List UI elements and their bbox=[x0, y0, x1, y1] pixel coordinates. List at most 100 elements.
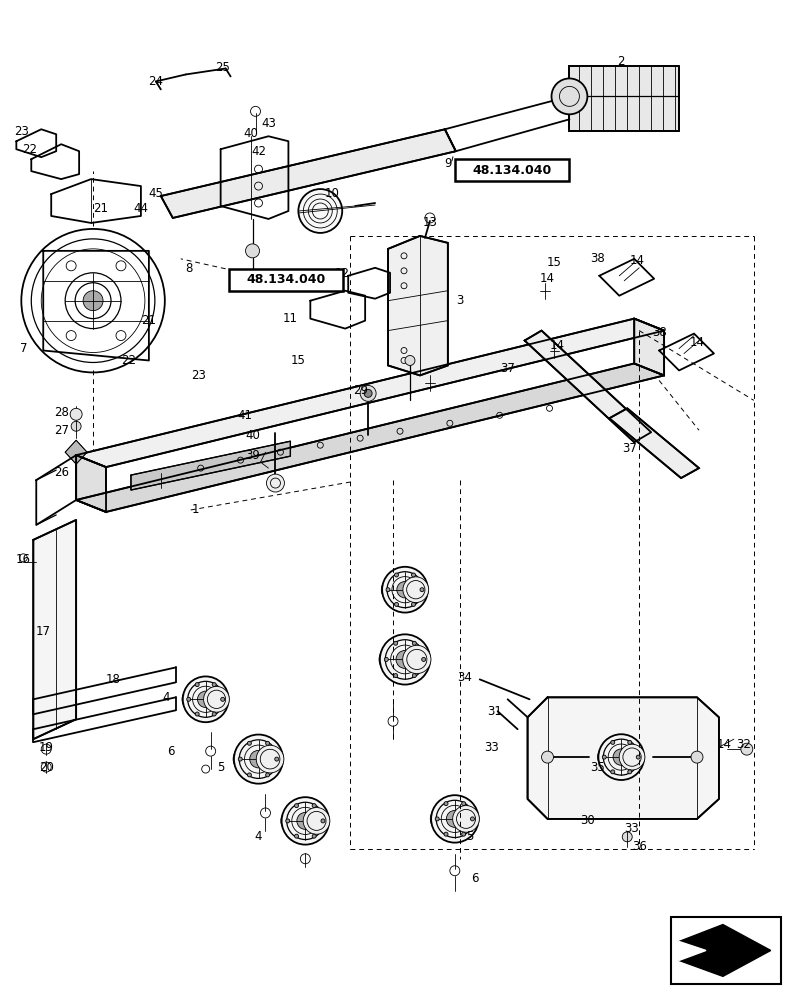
Text: 33: 33 bbox=[623, 822, 637, 835]
Text: 15: 15 bbox=[290, 354, 306, 367]
Circle shape bbox=[627, 740, 631, 744]
Text: 37: 37 bbox=[621, 442, 636, 455]
Bar bbox=[670, 917, 779, 984]
Polygon shape bbox=[569, 66, 678, 131]
Circle shape bbox=[234, 735, 283, 784]
Text: 6: 6 bbox=[167, 745, 174, 758]
Circle shape bbox=[265, 741, 269, 745]
Text: 38: 38 bbox=[651, 326, 666, 339]
Circle shape bbox=[187, 697, 191, 701]
Text: 18: 18 bbox=[105, 673, 120, 686]
Text: 45: 45 bbox=[148, 187, 163, 200]
Circle shape bbox=[311, 834, 315, 838]
Text: 22: 22 bbox=[22, 143, 36, 156]
Bar bbox=[229, 269, 343, 291]
Text: 34: 34 bbox=[457, 671, 472, 684]
Circle shape bbox=[431, 795, 478, 843]
Polygon shape bbox=[608, 408, 698, 478]
Text: 38: 38 bbox=[590, 252, 604, 265]
Circle shape bbox=[247, 741, 251, 745]
Circle shape bbox=[470, 817, 474, 821]
Circle shape bbox=[256, 745, 284, 773]
Text: 8: 8 bbox=[185, 262, 192, 275]
Circle shape bbox=[238, 757, 242, 761]
Text: 25: 25 bbox=[215, 61, 230, 74]
Circle shape bbox=[627, 770, 631, 774]
Circle shape bbox=[384, 657, 388, 661]
Text: 9: 9 bbox=[444, 157, 451, 170]
Text: 32: 32 bbox=[736, 738, 750, 751]
Text: 13: 13 bbox=[422, 216, 437, 229]
Text: 14: 14 bbox=[539, 272, 555, 285]
Circle shape bbox=[461, 832, 465, 836]
Circle shape bbox=[360, 385, 375, 401]
Polygon shape bbox=[678, 941, 705, 960]
Circle shape bbox=[233, 745, 260, 773]
Circle shape bbox=[597, 744, 623, 770]
Circle shape bbox=[602, 755, 606, 759]
Circle shape bbox=[298, 189, 341, 233]
Text: 39: 39 bbox=[245, 449, 260, 462]
Text: 11: 11 bbox=[282, 312, 298, 325]
Circle shape bbox=[435, 817, 439, 821]
Text: 3: 3 bbox=[456, 294, 463, 307]
Circle shape bbox=[266, 474, 284, 492]
Circle shape bbox=[551, 78, 586, 114]
Circle shape bbox=[311, 804, 315, 808]
Polygon shape bbox=[76, 455, 106, 512]
Text: 14: 14 bbox=[715, 738, 731, 751]
Text: 36: 36 bbox=[631, 840, 646, 853]
Circle shape bbox=[385, 588, 389, 592]
Text: 14: 14 bbox=[689, 336, 704, 349]
Circle shape bbox=[411, 573, 415, 577]
Text: 5: 5 bbox=[217, 761, 224, 774]
Text: 20: 20 bbox=[39, 761, 54, 774]
Circle shape bbox=[221, 697, 225, 701]
Circle shape bbox=[250, 750, 267, 768]
Text: 7: 7 bbox=[19, 342, 27, 355]
Text: 21: 21 bbox=[93, 202, 109, 215]
Circle shape bbox=[83, 291, 103, 311]
Circle shape bbox=[621, 832, 632, 842]
Circle shape bbox=[405, 355, 414, 365]
Polygon shape bbox=[65, 440, 87, 464]
Circle shape bbox=[421, 657, 425, 661]
Circle shape bbox=[297, 812, 313, 829]
Text: 14: 14 bbox=[549, 339, 564, 352]
Text: 5: 5 bbox=[466, 830, 473, 843]
Circle shape bbox=[619, 744, 644, 770]
Text: 14: 14 bbox=[629, 254, 644, 267]
Text: 40: 40 bbox=[245, 429, 260, 442]
Circle shape bbox=[610, 770, 614, 774]
Text: 16: 16 bbox=[15, 553, 31, 566]
Circle shape bbox=[182, 676, 228, 722]
Text: 4: 4 bbox=[255, 830, 262, 843]
Circle shape bbox=[598, 734, 643, 780]
Text: 42: 42 bbox=[251, 145, 266, 158]
Text: 33: 33 bbox=[483, 741, 499, 754]
Circle shape bbox=[182, 686, 208, 712]
Circle shape bbox=[393, 641, 397, 645]
Text: 29: 29 bbox=[352, 384, 367, 397]
Text: 2: 2 bbox=[616, 55, 624, 68]
Polygon shape bbox=[678, 925, 770, 976]
Circle shape bbox=[690, 751, 702, 763]
Circle shape bbox=[396, 650, 414, 668]
Circle shape bbox=[274, 757, 278, 761]
Circle shape bbox=[444, 832, 448, 836]
Circle shape bbox=[446, 810, 463, 827]
Circle shape bbox=[382, 567, 427, 613]
Text: 15: 15 bbox=[547, 256, 561, 269]
Circle shape bbox=[636, 755, 639, 759]
Polygon shape bbox=[633, 319, 663, 375]
Text: 30: 30 bbox=[579, 814, 594, 827]
Polygon shape bbox=[388, 236, 448, 375]
Circle shape bbox=[245, 244, 260, 258]
Circle shape bbox=[402, 645, 431, 674]
Text: 26: 26 bbox=[54, 466, 69, 479]
Polygon shape bbox=[33, 520, 76, 739]
Polygon shape bbox=[76, 319, 663, 467]
Circle shape bbox=[380, 634, 430, 685]
Polygon shape bbox=[76, 363, 663, 512]
Circle shape bbox=[411, 602, 415, 606]
